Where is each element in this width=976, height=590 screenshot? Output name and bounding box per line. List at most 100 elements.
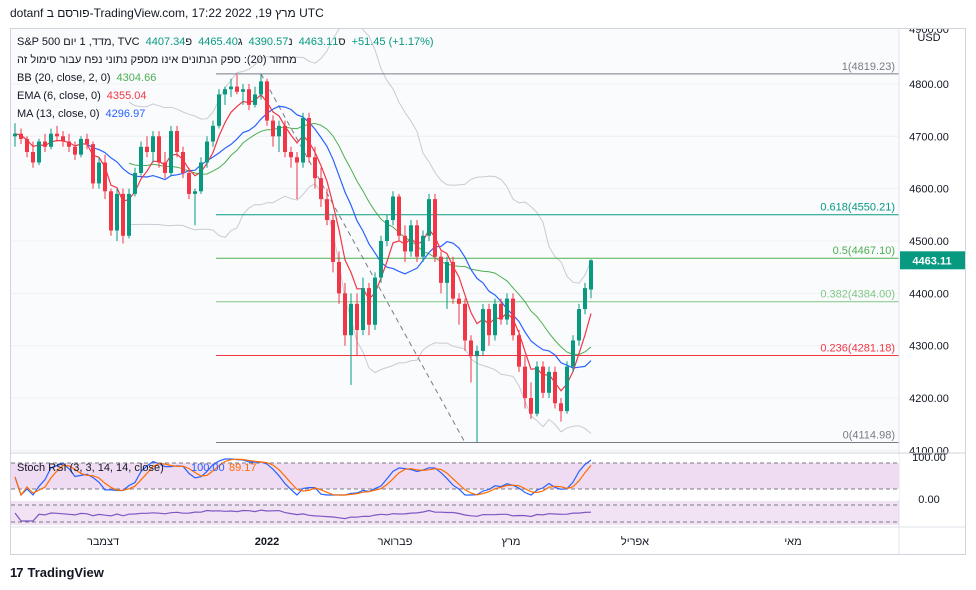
candle-body-10 xyxy=(73,146,77,155)
candle-body-52 xyxy=(325,199,329,221)
candle-body-84 xyxy=(517,335,521,367)
candle-body-70 xyxy=(433,199,437,257)
fib-label-1: 0.618(4550.21) xyxy=(820,202,895,214)
candle-body-41 xyxy=(259,81,263,95)
candle-body-8 xyxy=(61,136,65,142)
candle-body-58 xyxy=(361,288,365,330)
candle-body-48 xyxy=(301,117,305,163)
stoch-k-value: 100.00 xyxy=(191,462,225,474)
candle-body-20 xyxy=(133,172,137,194)
time-label-4: אפריל xyxy=(621,535,649,548)
tradingview-logo-icon: 17 xyxy=(10,565,24,580)
candle-body-32 xyxy=(205,141,209,163)
legend-ema-row[interactable]: EMA (6, close, 0) 4355.04 xyxy=(17,87,434,105)
publish-header: dotanf פורסם ב-TradingView.com, מרץ 19, … xyxy=(10,6,324,20)
candle-body-2 xyxy=(25,138,29,153)
candle-body-64 xyxy=(397,196,401,236)
stoch-d-line xyxy=(14,458,592,497)
candle-body-26 xyxy=(169,131,173,173)
time-label-0: דצמבר xyxy=(87,536,119,548)
price-tick-2: 4600.00 xyxy=(909,184,949,196)
candle-body-21 xyxy=(139,146,143,173)
stoch-k-line xyxy=(14,458,592,497)
candle-body-40 xyxy=(253,94,257,105)
candle-body-54 xyxy=(337,261,341,294)
candle-body-5 xyxy=(43,141,47,147)
candle-body-78 xyxy=(481,309,485,351)
price-tick-7: 4100.00 xyxy=(909,445,949,457)
time-label-5: מאי xyxy=(784,536,801,548)
candle-body-27 xyxy=(175,131,179,153)
candle-body-65 xyxy=(403,235,407,252)
candle-body-61 xyxy=(379,241,383,278)
candle-body-62 xyxy=(385,220,389,241)
price-axis-currency: USD xyxy=(917,32,940,44)
price-tick-3: 4500.00 xyxy=(909,236,949,248)
candle-body-23 xyxy=(151,136,155,153)
candle-body-46 xyxy=(289,152,293,158)
candle-body-3 xyxy=(31,152,35,163)
candle-body-11 xyxy=(79,138,83,155)
candle-body-86 xyxy=(529,398,533,414)
chart-canvas[interactable]: 1(4819.23) 0.618(4550.21) 0.5(4467.10) 0.38… xyxy=(11,29,965,554)
price-tick-4: 4400.00 xyxy=(909,288,949,300)
price-tick-1: 4700.00 xyxy=(909,131,949,143)
candles-group xyxy=(13,74,593,443)
ohlc-low: נ4390.57 xyxy=(248,36,293,48)
candle-body-31 xyxy=(199,162,203,192)
legend-ma-row[interactable]: MA (13, close, 0) 4296.97 xyxy=(17,105,434,123)
stoch-tick-1: 0.00 xyxy=(918,494,939,506)
candle-body-68 xyxy=(421,235,425,257)
bb-basis-line xyxy=(128,122,592,356)
ohlc-open: פ4407.34 xyxy=(145,36,193,48)
ohlc-close: ס4463.11 xyxy=(298,36,346,48)
legend-volume-row[interactable]: מחזור (20): ספק הנתונים אינו מספק נתוני … xyxy=(17,54,297,66)
bb-lower-band xyxy=(128,183,592,434)
candle-body-92 xyxy=(565,366,569,412)
tradingview-logo[interactable]: 17 TradingView xyxy=(10,565,104,580)
fib-label-0: 1(4819.23) xyxy=(842,61,895,73)
candle-body-13 xyxy=(91,144,95,184)
candle-body-38 xyxy=(241,89,245,92)
time-label-1: 2022 xyxy=(255,536,279,548)
fib-label-4: 0.236(4281.18) xyxy=(820,343,895,355)
candle-body-88 xyxy=(541,366,545,393)
candle-body-28 xyxy=(181,152,185,173)
chart-frame[interactable]: 1(4819.23) 0.618(4550.21) 0.5(4467.10) 0.38… xyxy=(10,28,966,555)
stoch-tick-0: 100.00 xyxy=(912,452,946,464)
candle-body-95 xyxy=(583,288,587,310)
candle-body-60 xyxy=(373,277,377,325)
chart-legend: S&P 500 מדד, 1 יום, TVC פ4407.34 ג4465.4… xyxy=(17,33,434,123)
candle-body-71 xyxy=(439,256,443,283)
candle-body-93 xyxy=(571,340,575,367)
candle-body-24 xyxy=(157,136,161,163)
candle-body-82 xyxy=(505,298,509,320)
legend-symbol-row[interactable]: S&P 500 מדד, 1 יום, TVC פ4407.34 ג4465.4… xyxy=(17,33,434,51)
ohlc-change: +51.45 (+1.17%) xyxy=(351,36,434,48)
candle-body-63 xyxy=(391,196,395,221)
candle-body-39 xyxy=(247,89,251,105)
fib-label-3: 0.382(4384.00) xyxy=(820,289,895,301)
candle-body-42 xyxy=(265,81,269,121)
ema-value: 4355.04 xyxy=(106,90,147,102)
candle-body-7 xyxy=(55,133,59,137)
rsi-line xyxy=(14,509,592,522)
candle-body-45 xyxy=(283,125,287,153)
bb-value: 4304.66 xyxy=(116,72,157,84)
candle-body-6 xyxy=(49,133,53,147)
fib-trend-line xyxy=(260,73,466,443)
candle-body-33 xyxy=(211,125,215,142)
candle-body-53 xyxy=(331,220,335,262)
symbol-name[interactable]: S&P 500 מדד, 1 יום, TVC xyxy=(17,36,140,48)
bb-upper-band xyxy=(128,29,592,284)
candle-body-77 xyxy=(475,350,479,357)
legend-bb-row[interactable]: BB (20, close, 2, 0) 4304.66 xyxy=(17,69,434,87)
tradingview-brand: TradingView xyxy=(27,565,104,580)
candle-body-87 xyxy=(535,366,539,414)
candle-body-49 xyxy=(307,117,311,158)
candle-body-35 xyxy=(223,89,227,95)
candle-body-90 xyxy=(553,371,557,404)
candle-body-44 xyxy=(277,125,281,137)
candle-body-80 xyxy=(493,303,497,336)
candle-body-51 xyxy=(319,178,323,200)
